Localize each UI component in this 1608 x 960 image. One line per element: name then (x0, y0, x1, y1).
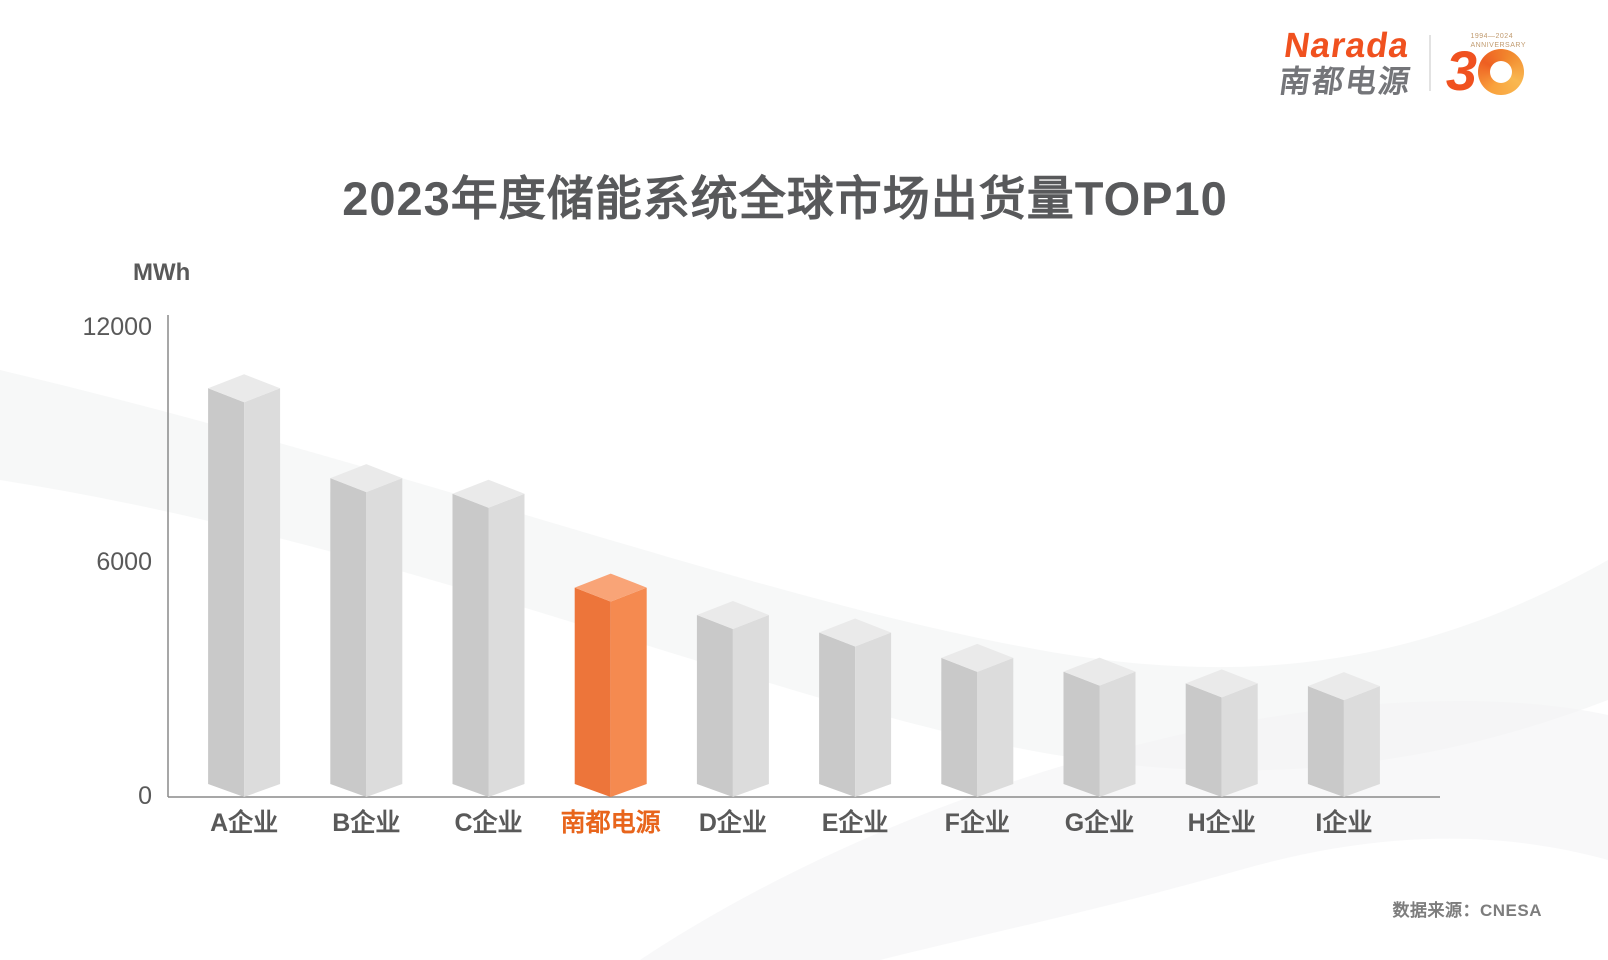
anniversary-caption: 1994—2024 ANNIVERSARY (1470, 33, 1526, 50)
anniversary-label: ANNIVERSARY (1470, 41, 1526, 49)
bar-face-left (208, 388, 245, 797)
anniversary-number: 3 (1445, 39, 1477, 103)
x-label-E企业: E企业 (821, 809, 889, 837)
bar-南都电源 (574, 573, 647, 797)
bar-face-right (1221, 683, 1258, 797)
bar-face-top (452, 479, 525, 508)
x-label-南都电源: 南都电源 (560, 809, 661, 837)
bar-I企业 (1307, 672, 1380, 797)
bar-E企业 (819, 618, 892, 797)
bar-face-left (574, 587, 611, 797)
bar-face-top (330, 464, 403, 493)
x-label-H企业: H企业 (1187, 809, 1256, 837)
data-source: 数据来源：CNESA (1392, 901, 1542, 920)
x-label-C企业: C企业 (454, 809, 523, 837)
bar-face-top (1307, 672, 1380, 701)
bar-face-left (1307, 686, 1344, 797)
anniversary-years: 1994—2024 (1470, 33, 1514, 41)
bar-D企业 (696, 600, 769, 797)
y-tick-0: 0 (138, 782, 152, 810)
x-label-B企业: B企业 (332, 809, 401, 837)
bar-face-left (1063, 671, 1100, 797)
y-tick-6000: 6000 (96, 547, 152, 576)
brand-logo: Narada 南都电源 1994—2024 ANNIVERSARY 3 (1277, 26, 1526, 103)
logo-divider (1428, 35, 1431, 92)
bar-face-right (244, 388, 281, 797)
chart-title: 2023年度储能系统全球市场出货量TOP10 (342, 172, 1228, 225)
bar-face-left (330, 478, 367, 797)
x-label-A企业: A企业 (210, 809, 279, 837)
bar-face-top (941, 643, 1014, 672)
bar-face-top (1185, 669, 1258, 698)
bar-face-left (941, 657, 978, 797)
bar-face-top (208, 374, 281, 403)
bar-face-right (488, 493, 525, 797)
bar-face-left (696, 614, 733, 797)
bar-face-left (452, 493, 489, 797)
bar-H企业 (1185, 669, 1258, 797)
x-label-D企业: D企业 (698, 809, 767, 837)
x-label-F企业: F企业 (944, 809, 1010, 837)
x-label-G企业: G企业 (1064, 809, 1135, 837)
bar-face-right (732, 614, 769, 797)
bar-F企业 (941, 643, 1014, 797)
bar-face-top (696, 600, 769, 629)
bar-face-right (977, 657, 1014, 797)
bar-face-right (855, 632, 892, 797)
y-axis-unit-label: MWh (133, 259, 191, 286)
bar-face-right (1099, 671, 1136, 797)
anniversary-mark: 1994—2024 ANNIVERSARY 3 (1445, 31, 1526, 103)
x-label-I企业: I企业 (1315, 809, 1373, 837)
swoosh-ribbon-upper (0, 370, 1608, 771)
bar-face-left (1185, 683, 1222, 797)
bar-B企业 (330, 464, 403, 797)
bar-face-top (819, 618, 892, 647)
bar-G企业 (1063, 657, 1136, 797)
bar-face-right (610, 587, 647, 797)
bar-face-right (1343, 686, 1380, 797)
bar-face-top (574, 573, 647, 602)
bar-A企业 (208, 374, 281, 797)
bar-face-right (366, 478, 403, 797)
bar-face-top (1063, 657, 1136, 686)
y-tick-12000: 12000 (82, 313, 152, 341)
anniversary-zero-swirl-icon (1478, 49, 1524, 96)
bar-C企业 (452, 479, 525, 797)
bar-face-left (819, 632, 856, 797)
